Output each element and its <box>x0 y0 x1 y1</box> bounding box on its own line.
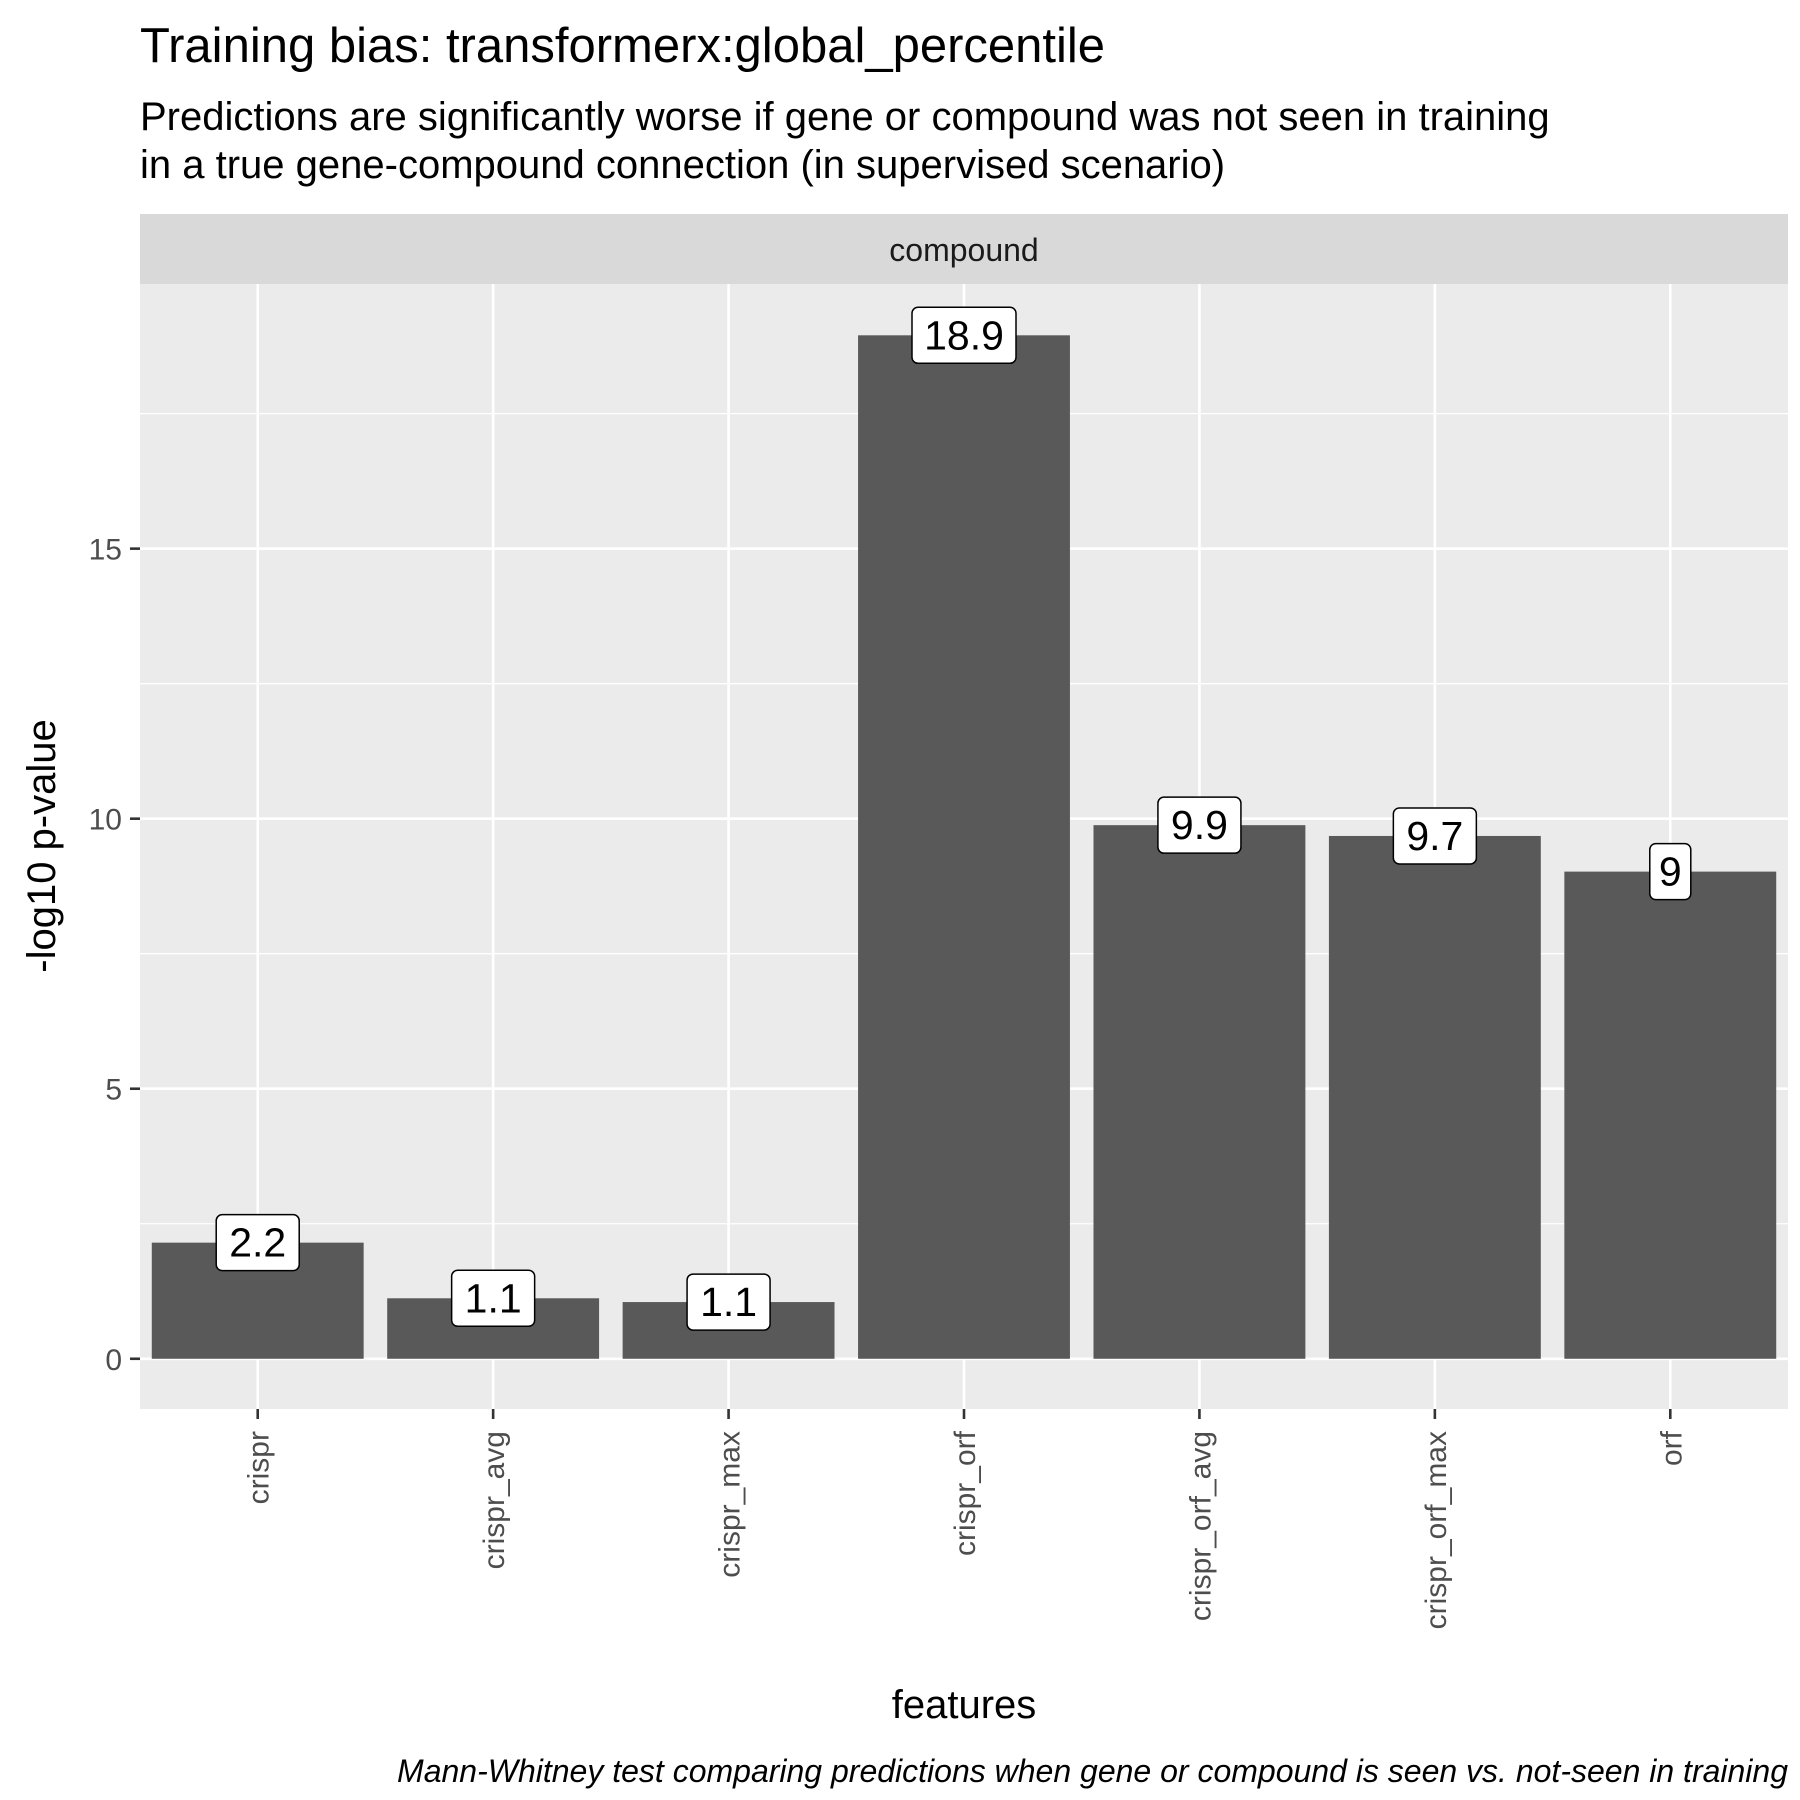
data-label-box <box>450 1269 536 1328</box>
data-label-text: 9 <box>1659 849 1682 895</box>
data-label-text: 9.7 <box>1406 813 1463 859</box>
x-tick-label-crispr_orf_max: crispr_orf_max <box>1420 1431 1453 1629</box>
chart-subtitle-line-2: in a true gene-compound connection (in s… <box>140 143 1225 187</box>
x-tick-label-crispr: crispr <box>243 1431 276 1504</box>
chart-caption: Mann-Whitney test comparing predictions … <box>397 1753 1788 1789</box>
y-tick-label-1: 5 <box>105 1074 122 1107</box>
chart-title: Training bias: transformerx:global_perce… <box>140 19 1105 73</box>
data-label-box <box>1392 807 1478 865</box>
y-axis-title: -log10 p-value <box>20 719 64 973</box>
facet-strip-label: compound <box>889 232 1038 268</box>
data-label-text: 1.1 <box>465 1275 522 1321</box>
bars <box>151 335 1777 1359</box>
x-tick-label-crispr_max: crispr_max <box>714 1431 747 1578</box>
data-label-crispr_max: 1.1 <box>686 1273 771 1331</box>
y-tick-label-2: 10 <box>89 804 122 837</box>
facet-strip <box>140 214 1788 284</box>
data-label-text: 9.9 <box>1171 802 1228 848</box>
data-label-orf: 9 <box>1649 842 1692 901</box>
data-label-box <box>215 1213 300 1272</box>
data-label-crispr_avg: 1.1 <box>450 1269 536 1328</box>
data-label-text: 2.2 <box>229 1220 286 1266</box>
x-tick-label-crispr_avg: crispr_avg <box>478 1431 511 1569</box>
data-label-box <box>1649 842 1692 901</box>
y-tick-label-3: 15 <box>89 534 122 567</box>
x-tick-label-crispr_orf_avg: crispr_orf_avg <box>1184 1431 1217 1621</box>
x-axis: crispr crispr_avg crispr_max crispr_orf cris… <box>243 1409 1688 1629</box>
x-tick-label-orf: orf <box>1655 1430 1688 1466</box>
data-label-crispr_orf_max: 9.7 <box>1392 807 1478 865</box>
data-label-crispr_orf: 18.9 <box>911 306 1017 365</box>
data-labels: 2.2 1.1 1.1 18.9 9.9 9.7 9 <box>215 306 1692 1331</box>
bar-crispr_orf_max <box>1328 835 1541 1359</box>
bar-crispr_orf_avg <box>1093 825 1306 1359</box>
data-label-crispr_orf_avg: 9.9 <box>1157 796 1242 854</box>
bar-orf <box>1564 871 1777 1359</box>
data-label-text: 18.9 <box>924 312 1004 358</box>
data-label-text: 1.1 <box>700 1279 757 1325</box>
y-axis: 0 5 10 15 <box>89 534 140 1377</box>
bar-crispr_orf <box>858 335 1070 1359</box>
x-axis-title: features <box>892 1683 1037 1727</box>
y-tick-label-0: 0 <box>105 1344 122 1377</box>
data-label-box <box>686 1273 771 1331</box>
x-tick-label-crispr_orf: crispr_orf <box>949 1430 982 1556</box>
data-label-box <box>911 306 1017 365</box>
chart-subtitle-line-1: Predictions are significantly worse if g… <box>140 95 1550 139</box>
data-label-box <box>1157 796 1242 854</box>
data-label-crispr: 2.2 <box>215 1213 300 1272</box>
